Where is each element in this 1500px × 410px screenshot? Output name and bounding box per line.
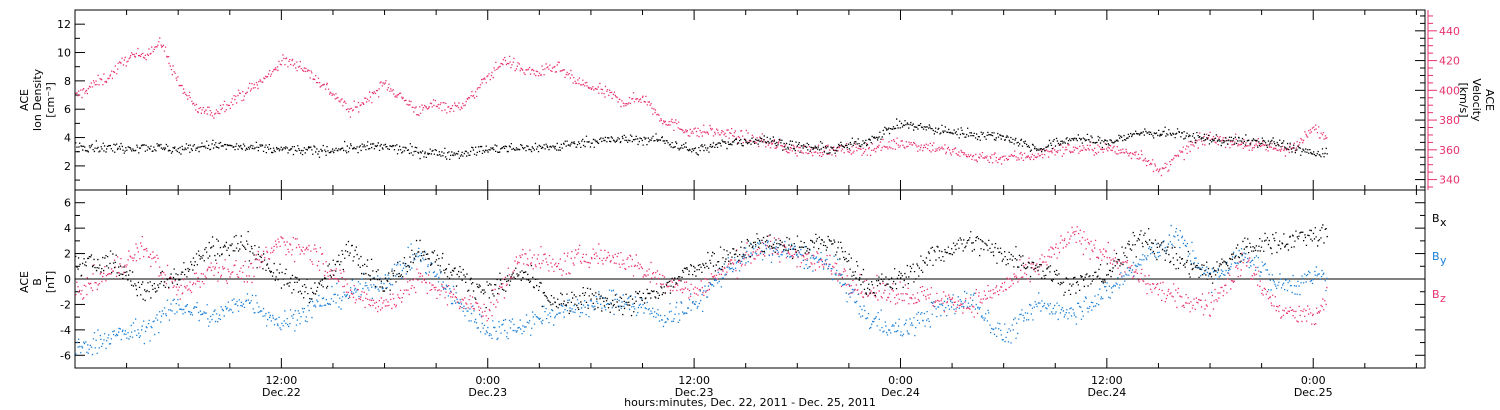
top-left-tick-label: 2 bbox=[64, 160, 71, 173]
bz-series bbox=[75, 226, 1328, 326]
legend-bz: B z bbox=[1432, 288, 1446, 305]
top-right-tick-label: 360 bbox=[1439, 144, 1460, 157]
legend-bx-label: B bbox=[1432, 212, 1440, 225]
top-left-ylabel-line3: [cm⁻³] bbox=[44, 82, 57, 118]
x-tick-date-label: Dec.24 bbox=[1087, 386, 1126, 399]
by-series bbox=[75, 224, 1328, 356]
density-series bbox=[75, 118, 1328, 160]
top-right-ylabel-line3: [km/s] bbox=[1457, 82, 1470, 117]
legend-by: B y bbox=[1432, 250, 1447, 267]
x-tick-time-label: 0:00 bbox=[1301, 374, 1326, 387]
bottom-tick-label: 6 bbox=[64, 197, 71, 210]
bottom-tick-label: 2 bbox=[64, 248, 71, 261]
top-left-tick-label: 6 bbox=[64, 103, 71, 116]
bottom-ylabel-line3: [nT] bbox=[44, 271, 57, 293]
legend-bx: B x bbox=[1432, 212, 1447, 229]
top-left-ylabel-line1: ACE bbox=[18, 89, 31, 111]
top-right-tick-label: 380 bbox=[1439, 114, 1460, 127]
x-tick-time-label: 0:00 bbox=[888, 374, 913, 387]
top-left-ylabel-line2: Ion Density bbox=[31, 68, 44, 131]
top-left-tick-label: 10 bbox=[57, 47, 71, 60]
legend-bz-subscript: z bbox=[1440, 292, 1446, 305]
bottom-ylabel-line1: ACE bbox=[18, 271, 31, 293]
top-left-tick-label: 8 bbox=[64, 75, 71, 88]
top-right-ylabel-line2: Velocity bbox=[1470, 78, 1483, 122]
velocity-series bbox=[75, 37, 1328, 177]
x-tick-date-label: Dec.22 bbox=[262, 386, 301, 399]
x-tick-date-label: Dec.23 bbox=[675, 386, 714, 399]
top-left-tick-label: 12 bbox=[57, 18, 71, 31]
top-right-tick-label: 400 bbox=[1439, 84, 1460, 97]
bottom-panel: -6 -4 -2 0 2 4 6 bbox=[60, 189, 1426, 369]
x-tick-date-label: Dec.23 bbox=[468, 386, 507, 399]
x-axis: 12:00Dec.220:00Dec.2312:00Dec.230:00Dec.… bbox=[74, 10, 1417, 399]
x-tick-time-label: 12:00 bbox=[1091, 374, 1123, 387]
x-tick-time-label: 0:00 bbox=[475, 374, 500, 387]
bottom-tick-label: 0 bbox=[64, 273, 71, 286]
top-panel: 2 4 6 8 10 12 340 360 380 400 420 440 bbox=[57, 9, 1460, 191]
legend-by-subscript: y bbox=[1440, 254, 1447, 267]
x-tick-time-label: 12:00 bbox=[678, 374, 710, 387]
top-right-tick-label: 420 bbox=[1439, 55, 1460, 68]
x-tick-date-label: Dec.25 bbox=[1294, 386, 1333, 399]
x-tick-time-label: 12:00 bbox=[266, 374, 298, 387]
top-panel-frame bbox=[74, 9, 1426, 191]
top-right-tick-label: 340 bbox=[1439, 174, 1460, 187]
top-left-tick-label: 4 bbox=[64, 132, 71, 145]
bz-series-points bbox=[75, 226, 1328, 326]
bx-series bbox=[75, 224, 1328, 317]
legend-by-label: B bbox=[1432, 250, 1440, 263]
x-tick-date-label: Dec.24 bbox=[881, 386, 920, 399]
velocity-series-points bbox=[75, 37, 1328, 177]
bottom-ylabel-line2: B bbox=[31, 278, 44, 286]
bottom-tick-label: -6 bbox=[60, 349, 71, 362]
bottom-tick-label: 4 bbox=[64, 222, 71, 235]
bx-series-points bbox=[75, 224, 1328, 317]
legend-bz-label: B bbox=[1432, 288, 1440, 301]
density-series-points bbox=[75, 118, 1328, 160]
by-series-points bbox=[75, 224, 1328, 356]
legend-bx-subscript: x bbox=[1440, 216, 1447, 229]
bottom-tick-label: -2 bbox=[60, 298, 71, 311]
x-axis-label: hours:minutes, Dec. 22, 2011 - Dec. 25, … bbox=[624, 396, 876, 409]
bottom-tick-label: -4 bbox=[60, 324, 71, 337]
top-right-tick-label: 440 bbox=[1439, 25, 1460, 38]
top-right-ylabel-line1: ACE bbox=[1483, 89, 1496, 111]
